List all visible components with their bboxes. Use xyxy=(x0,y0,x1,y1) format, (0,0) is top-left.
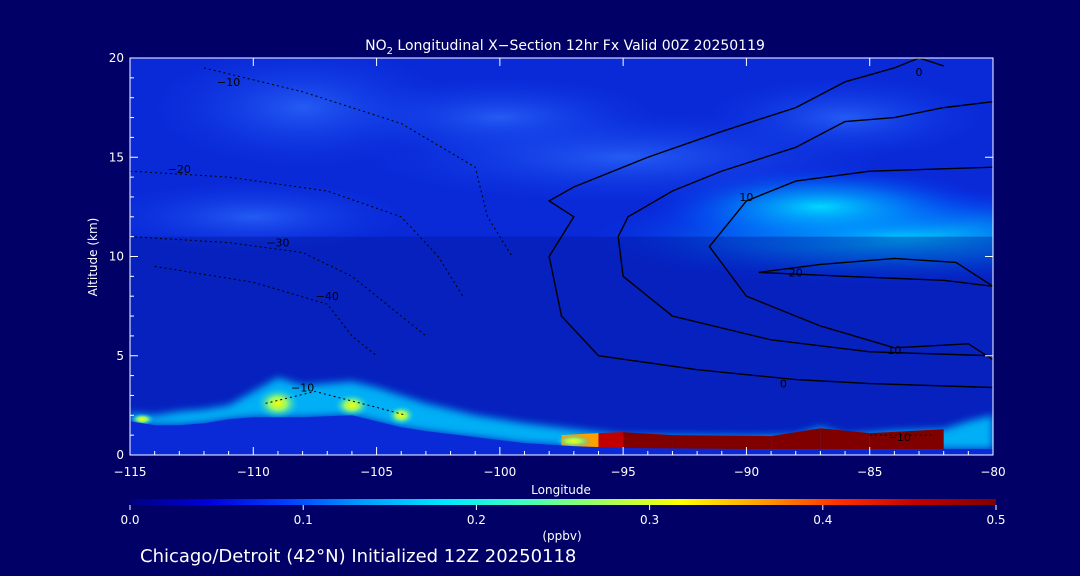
no2-core-segment xyxy=(771,428,821,450)
plot-area: 0 0 10 10 20 −10 −20 −30 −40 −10 −10 xyxy=(130,58,993,455)
colorbar-tick-label: 0.2 xyxy=(467,513,486,527)
field-shading xyxy=(705,77,986,158)
colorbar-tick-label: 0.0 xyxy=(120,513,139,527)
contour-line xyxy=(154,265,377,357)
x-tick-label: −95 xyxy=(610,465,635,479)
contour-label: −10 xyxy=(217,76,240,89)
footer-location-text: Chicago/Detroit (42°N) Initialized 12Z 2… xyxy=(140,546,576,567)
x-tick-label: −115 xyxy=(114,465,147,479)
x-axis-label: Longitude xyxy=(531,483,591,497)
colorbar-tick-label: 0.3 xyxy=(640,513,659,527)
chart-title: NO2 Longitudinal X−Section 12hr Fx Valid… xyxy=(365,38,765,57)
y-tick-label: 15 xyxy=(109,150,124,164)
colorbar: 0.0 0.1 0.2 0.3 0.4 0.5 (ppbv) xyxy=(120,499,1006,543)
no2-core-segment xyxy=(598,432,624,450)
contour-label: −40 xyxy=(316,290,339,303)
field-shading xyxy=(130,181,404,252)
contour-label: −20 xyxy=(168,163,191,176)
field-texture xyxy=(130,58,993,455)
contour-label: −10 xyxy=(888,431,911,444)
contour-label: −30 xyxy=(266,237,289,250)
no2-transition-glow xyxy=(555,435,592,448)
x-tick-label: −110 xyxy=(237,465,270,479)
y-tick-label: 20 xyxy=(109,51,124,65)
surface-no2-layer xyxy=(130,377,993,455)
x-axis: −115 −110 −105 −100 −95 −90 −85 −80 xyxy=(114,58,1006,479)
contour-label: 10 xyxy=(739,191,753,204)
colorbar-label: (ppbv) xyxy=(542,529,581,543)
field-shading xyxy=(152,58,453,168)
colorbar-ticks: 0.0 0.1 0.2 0.3 0.4 0.5 xyxy=(120,505,1006,527)
y-axis: 0 5 10 15 20 xyxy=(109,51,993,462)
contour-line xyxy=(708,166,993,361)
colorbar-tick-label: 0.4 xyxy=(813,513,832,527)
no2-hotspot xyxy=(130,413,155,426)
contour-label: 0 xyxy=(780,378,787,391)
colorbar-tick-label: 0.5 xyxy=(986,513,1005,527)
contour-line xyxy=(547,58,993,389)
x-tick-label: −80 xyxy=(980,465,1005,479)
contour-line xyxy=(758,257,993,287)
x-tick-label: −85 xyxy=(857,465,882,479)
no2-hotspot xyxy=(255,387,300,420)
y-tick-label: 10 xyxy=(109,250,124,264)
x-tick-label: −105 xyxy=(360,465,393,479)
temperature-contours: 0 0 10 10 20 −10 −20 −30 −40 −10 −10 xyxy=(130,58,993,444)
y-tick-label: 0 xyxy=(116,448,124,462)
contour-line xyxy=(617,100,993,357)
contour-label: 20 xyxy=(789,266,803,279)
no2-core-segment xyxy=(820,428,870,450)
terrain xyxy=(130,415,993,455)
y-axis-label: Altitude (km) xyxy=(86,218,100,297)
no2-core-segment xyxy=(623,432,673,450)
contour-line xyxy=(918,58,944,67)
colorbar-tick-label: 0.1 xyxy=(294,513,313,527)
no2-hotspot xyxy=(387,405,416,426)
colorbar-gradient xyxy=(130,499,996,505)
no2-core-segment xyxy=(672,435,772,450)
contour-label: −10 xyxy=(291,382,314,395)
x-tick-label: −100 xyxy=(483,465,516,479)
contour-label: 0 xyxy=(916,66,923,79)
y-tick-label: 5 xyxy=(116,349,124,363)
contour-label: 10 xyxy=(887,344,901,357)
x-tick-label: −90 xyxy=(734,465,759,479)
no2-hotspot xyxy=(333,393,370,418)
no2-core-segment xyxy=(869,429,944,450)
contour-line xyxy=(130,236,427,337)
terrain-base xyxy=(130,449,993,455)
contour-line xyxy=(265,390,407,416)
